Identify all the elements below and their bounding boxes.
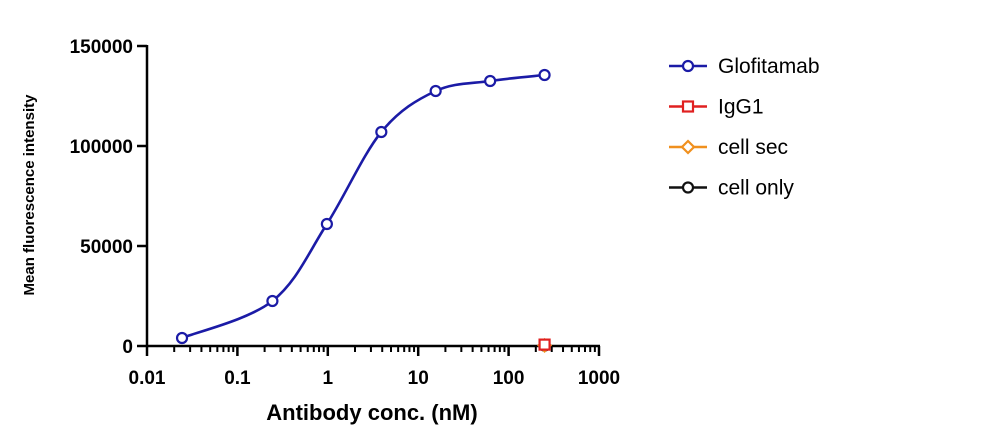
legend: Glofitamab IgG1 cell sec cell only — [669, 55, 820, 200]
fit-curves — [181, 73, 545, 340]
legend-item-cell-sec: cell sec — [669, 136, 788, 159]
data-points — [175, 68, 553, 353]
point-glofitamab — [375, 125, 388, 139]
x-tick-label: 0.1 — [224, 368, 251, 389]
legend-label-cell-only: cell only — [718, 177, 794, 200]
point-glofitamab — [429, 84, 442, 98]
x-tick-label: 1 — [323, 368, 334, 389]
point-glofitamab — [320, 217, 333, 231]
legend-marker-glofitamab — [681, 59, 695, 73]
legend-label-cell-sec: cell sec — [718, 136, 788, 159]
x-tick-label: 10 — [408, 368, 429, 389]
y-tick-label: 0 — [122, 337, 133, 358]
x-axis-label: Antibody conc. (nM) — [266, 400, 477, 425]
legend-marker-cell-sec — [680, 139, 696, 155]
legend-label-glofitamab: Glofitamab — [718, 55, 820, 78]
x-tick-label: 100 — [493, 368, 525, 389]
x-tick-label: 1000 — [578, 368, 620, 389]
point-glofitamab — [484, 74, 497, 88]
y-tick-label: 150000 — [70, 37, 133, 58]
x-tick-label: 0.01 — [129, 368, 166, 389]
point-glofitamab — [175, 331, 189, 345]
point-igg1 — [538, 338, 551, 351]
axes: 0 50000 100000 150000 0.01 0.1 1 10 100 1000 — [70, 37, 621, 389]
point-glofitamab — [266, 294, 279, 308]
point-glofitamab — [538, 68, 551, 82]
legend-item-cell-only: cell only — [669, 177, 794, 200]
y-tick-label: 50000 — [80, 237, 133, 258]
fit-curve-glofitamab — [181, 73, 545, 340]
y-tick-label: 100000 — [70, 137, 133, 158]
y-axis-label: Mean fluorescence intensity — [21, 94, 38, 296]
legend-marker-igg1 — [681, 100, 695, 113]
legend-marker-cell-only — [681, 181, 695, 194]
legend-label-igg1: IgG1 — [718, 96, 764, 119]
legend-item-igg1: IgG1 — [669, 96, 764, 119]
legend-item-glofitamab: Glofitamab — [669, 55, 820, 78]
